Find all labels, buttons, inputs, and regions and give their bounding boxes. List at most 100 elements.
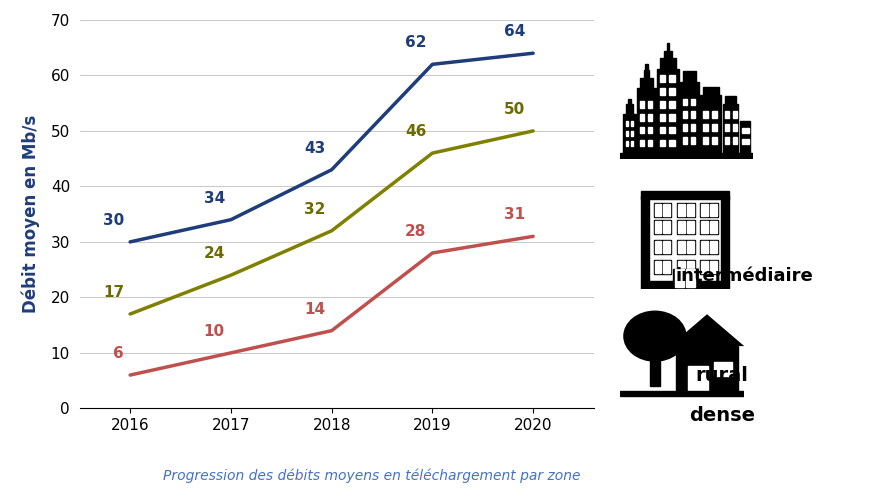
Bar: [677, 240, 695, 254]
Bar: [626, 104, 633, 114]
Text: 32: 32: [304, 202, 325, 217]
Bar: [654, 203, 672, 217]
Text: 14: 14: [305, 302, 325, 317]
Bar: [626, 141, 628, 146]
Bar: [664, 241, 670, 253]
Bar: [648, 127, 652, 133]
Bar: [742, 128, 745, 133]
Bar: [714, 362, 732, 376]
Text: 30: 30: [103, 213, 124, 228]
Bar: [711, 137, 717, 144]
Bar: [669, 101, 674, 108]
Polygon shape: [670, 314, 744, 346]
Bar: [655, 261, 662, 273]
Bar: [733, 137, 737, 144]
Bar: [725, 124, 729, 131]
Bar: [700, 95, 721, 153]
Text: 43: 43: [305, 141, 325, 156]
Bar: [660, 101, 665, 108]
Bar: [682, 71, 696, 82]
Bar: [688, 366, 708, 391]
Circle shape: [624, 311, 686, 361]
Bar: [631, 121, 633, 125]
Text: Progression des débits moyens en téléchargement par zone: Progression des débits moyens en télécha…: [163, 469, 581, 483]
Bar: [733, 124, 737, 131]
Bar: [742, 138, 745, 144]
Bar: [631, 131, 633, 136]
Bar: [711, 112, 717, 118]
Bar: [664, 261, 670, 273]
Bar: [648, 101, 652, 108]
Text: 31: 31: [504, 208, 525, 223]
Bar: [660, 58, 676, 69]
Bar: [654, 240, 672, 254]
Bar: [711, 204, 717, 216]
Bar: [666, 43, 669, 51]
Bar: [664, 221, 670, 233]
Bar: [640, 127, 644, 133]
Bar: [711, 261, 717, 273]
Bar: [620, 391, 744, 396]
Bar: [645, 64, 648, 70]
Bar: [650, 341, 660, 386]
Text: intermédiaire: intermédiaire: [675, 267, 813, 285]
Bar: [702, 261, 708, 273]
Bar: [654, 260, 672, 274]
Bar: [680, 82, 698, 153]
Bar: [746, 138, 750, 144]
Bar: [703, 112, 708, 118]
Text: 28: 28: [405, 224, 426, 239]
Bar: [655, 204, 662, 216]
Bar: [725, 112, 729, 118]
Bar: [669, 75, 674, 82]
Bar: [687, 241, 694, 253]
Bar: [677, 203, 695, 217]
Bar: [637, 88, 656, 153]
Text: 46: 46: [405, 124, 426, 139]
Text: 64: 64: [504, 24, 525, 39]
Bar: [657, 69, 679, 153]
Bar: [711, 221, 717, 233]
Bar: [669, 88, 674, 95]
Bar: [660, 75, 665, 82]
Bar: [690, 137, 695, 144]
Bar: [740, 121, 750, 153]
Bar: [677, 220, 695, 234]
Bar: [690, 124, 695, 131]
Bar: [640, 101, 644, 108]
Text: 10: 10: [204, 324, 225, 339]
Bar: [669, 127, 674, 133]
Bar: [686, 269, 695, 287]
Bar: [701, 203, 718, 217]
Bar: [703, 137, 708, 144]
Bar: [721, 196, 728, 281]
Bar: [664, 51, 672, 58]
Bar: [678, 221, 685, 233]
Bar: [725, 137, 729, 144]
Bar: [687, 261, 694, 273]
Bar: [682, 137, 687, 144]
Bar: [620, 153, 753, 159]
Bar: [623, 114, 636, 153]
Bar: [626, 131, 628, 136]
Bar: [702, 241, 708, 253]
Bar: [702, 221, 708, 233]
Bar: [701, 240, 718, 254]
Bar: [677, 260, 695, 274]
Bar: [678, 204, 685, 216]
Bar: [644, 70, 649, 78]
Bar: [660, 114, 665, 121]
Bar: [711, 241, 717, 253]
Bar: [654, 220, 672, 234]
Bar: [725, 96, 735, 104]
Bar: [723, 104, 738, 153]
Bar: [682, 99, 687, 105]
Y-axis label: Débit moyen en Mb/s: Débit moyen en Mb/s: [21, 115, 40, 313]
Text: 62: 62: [405, 35, 426, 50]
Bar: [626, 121, 628, 125]
Bar: [669, 140, 674, 146]
Bar: [641, 191, 728, 199]
Bar: [631, 141, 633, 146]
Bar: [660, 140, 665, 146]
Bar: [648, 114, 652, 121]
